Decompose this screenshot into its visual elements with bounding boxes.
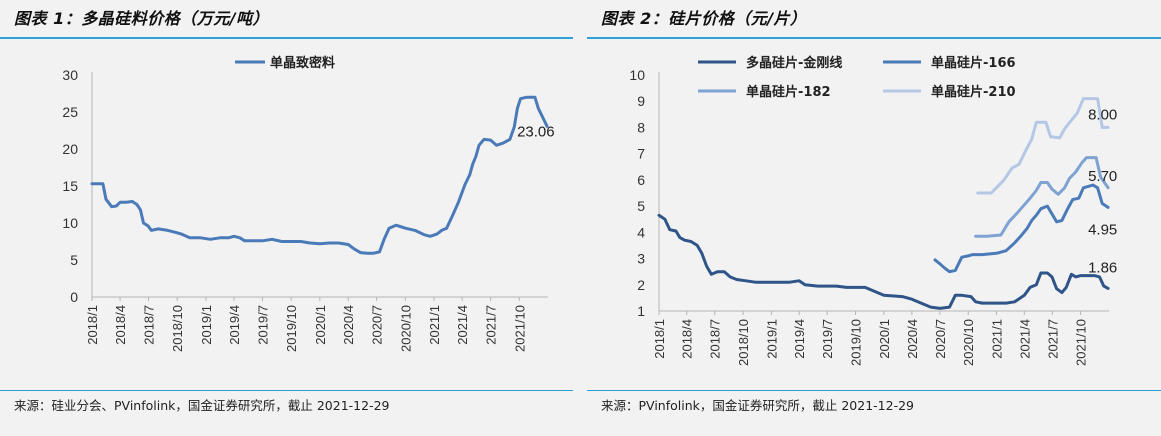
- chart-title: 图表 1：多晶硅料价格（万元/吨）: [14, 9, 270, 28]
- legend-label: 单晶硅片-210: [931, 84, 1016, 100]
- x-tick-label: 2020/4: [905, 319, 920, 359]
- x-tick-label: 2020/4: [341, 305, 356, 345]
- y-tick-label: 10: [62, 215, 78, 231]
- y-tick-label: 20: [62, 141, 78, 157]
- x-tick-label: 2021/10: [1074, 319, 1089, 366]
- chart-source: 来源：硅业分会、PVinfolink，国金证券研究所，截止 2021-12-29: [14, 398, 390, 413]
- y-tick-label: 7: [637, 146, 645, 162]
- x-tick-label: 2020/7: [933, 319, 948, 359]
- x-tick-label: 2019/7: [820, 319, 835, 359]
- x-tick-label: 2020/10: [398, 305, 413, 352]
- x-tick-label: 2021/10: [512, 305, 527, 352]
- data-label: 23.06: [517, 123, 555, 140]
- data-label: 1.86: [1088, 259, 1117, 276]
- x-tick-label: 2021/1: [427, 305, 442, 345]
- x-tick-label: 2019/1: [199, 305, 214, 345]
- y-tick-label: 5: [70, 252, 78, 268]
- y-tick-label: 25: [62, 104, 78, 120]
- x-tick-label: 2020/1: [877, 319, 892, 359]
- wafer-price-chart: 1 2 3 4 5 6 7 8 9 10 2018/1 2018/4 2018/7 2018/10 2019…: [629, 55, 1117, 366]
- y-tick-label: 8: [637, 119, 645, 135]
- y-tick-label: 4: [637, 224, 645, 240]
- legend-label: 单晶硅片-182: [746, 84, 831, 100]
- x-tick-label: 2021/7: [1045, 319, 1060, 359]
- legend-label: 单晶致密料: [270, 55, 335, 71]
- x-tick-label: 2019/4: [227, 305, 242, 345]
- x-tick-label: 2021/4: [455, 305, 470, 345]
- chart-source: 来源：PVinfolink，国金证券研究所，截止 2021-12-29: [601, 398, 914, 413]
- y-tick-label: 6: [637, 172, 645, 188]
- y-tick-label: 15: [62, 178, 78, 194]
- title-rule: [587, 37, 1161, 39]
- series-line: [974, 156, 1110, 238]
- x-tick-label: 2021/1: [990, 319, 1005, 359]
- data-label: 4.95: [1088, 221, 1117, 238]
- x-tick-label: 2019/7: [255, 305, 270, 345]
- y-tick-label: 2: [637, 277, 645, 293]
- y-tick-label: 3: [637, 251, 645, 267]
- x-tick-label: 2020/1: [313, 305, 328, 345]
- y-tick-label: 9: [637, 93, 645, 109]
- x-tick-label: 2019/4: [792, 319, 807, 359]
- data-label: 5.70: [1088, 168, 1117, 185]
- legend-label: 多晶硅片-金刚线: [746, 55, 842, 71]
- series-line: [976, 97, 1110, 195]
- series-line: [90, 95, 549, 255]
- x-tick-label: 2018/7: [708, 319, 723, 359]
- y-tick-label: 5: [637, 198, 645, 214]
- polysilicon-price-chart: 0 5 10 15 20 25 30 2018/1 2018/4 2018/7 2018/10 201…: [62, 55, 555, 352]
- legend-label: 单晶硅片-166: [931, 55, 1016, 71]
- x-tick-label: 2021/4: [1017, 319, 1032, 359]
- y-tick-label: 0: [70, 289, 78, 305]
- chart-title: 图表 2：硅片价格（元/片）: [601, 9, 807, 28]
- chart-panel-wafer: 图表 2：硅片价格（元/片） 1 2 3 4 5 6 7 8 9 10 2018/1 2018/4 20…: [587, 0, 1161, 436]
- series-line: [933, 183, 1110, 274]
- source-rule: [0, 390, 573, 391]
- source-rule: [587, 390, 1161, 391]
- x-tick-label: 2020/10: [961, 319, 976, 366]
- y-tick-label: 10: [629, 67, 645, 83]
- x-tick-label: 2021/7: [484, 305, 499, 345]
- x-tick-label: 2018/4: [680, 319, 695, 359]
- data-label: 8.00: [1088, 106, 1117, 123]
- x-tick-label: 2018/4: [113, 305, 128, 345]
- x-tick-label: 2018/1: [652, 319, 667, 359]
- chart-panel-polysilicon: 图表 1：多晶硅料价格（万元/吨） 0 5 10 15 20 25 30 2018/1 2018…: [0, 0, 573, 436]
- x-tick-label: 2020/7: [370, 305, 385, 345]
- title-rule: [0, 37, 573, 39]
- x-tick-label: 2019/10: [849, 319, 864, 366]
- y-tick-label: 30: [62, 67, 78, 83]
- series-line: [657, 213, 1110, 310]
- y-tick-label: 1: [637, 303, 645, 319]
- x-tick-label: 2018/10: [736, 319, 751, 366]
- x-tick-label: 2018/1: [85, 305, 100, 345]
- x-tick-label: 2018/10: [170, 305, 185, 352]
- x-tick-label: 2019/10: [284, 305, 299, 352]
- x-tick-label: 2019/1: [764, 319, 779, 359]
- x-tick-label: 2018/7: [141, 305, 156, 345]
